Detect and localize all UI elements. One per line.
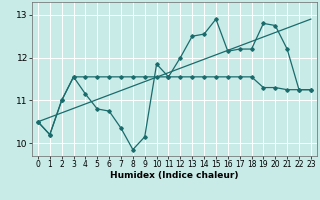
X-axis label: Humidex (Indice chaleur): Humidex (Indice chaleur) — [110, 171, 239, 180]
